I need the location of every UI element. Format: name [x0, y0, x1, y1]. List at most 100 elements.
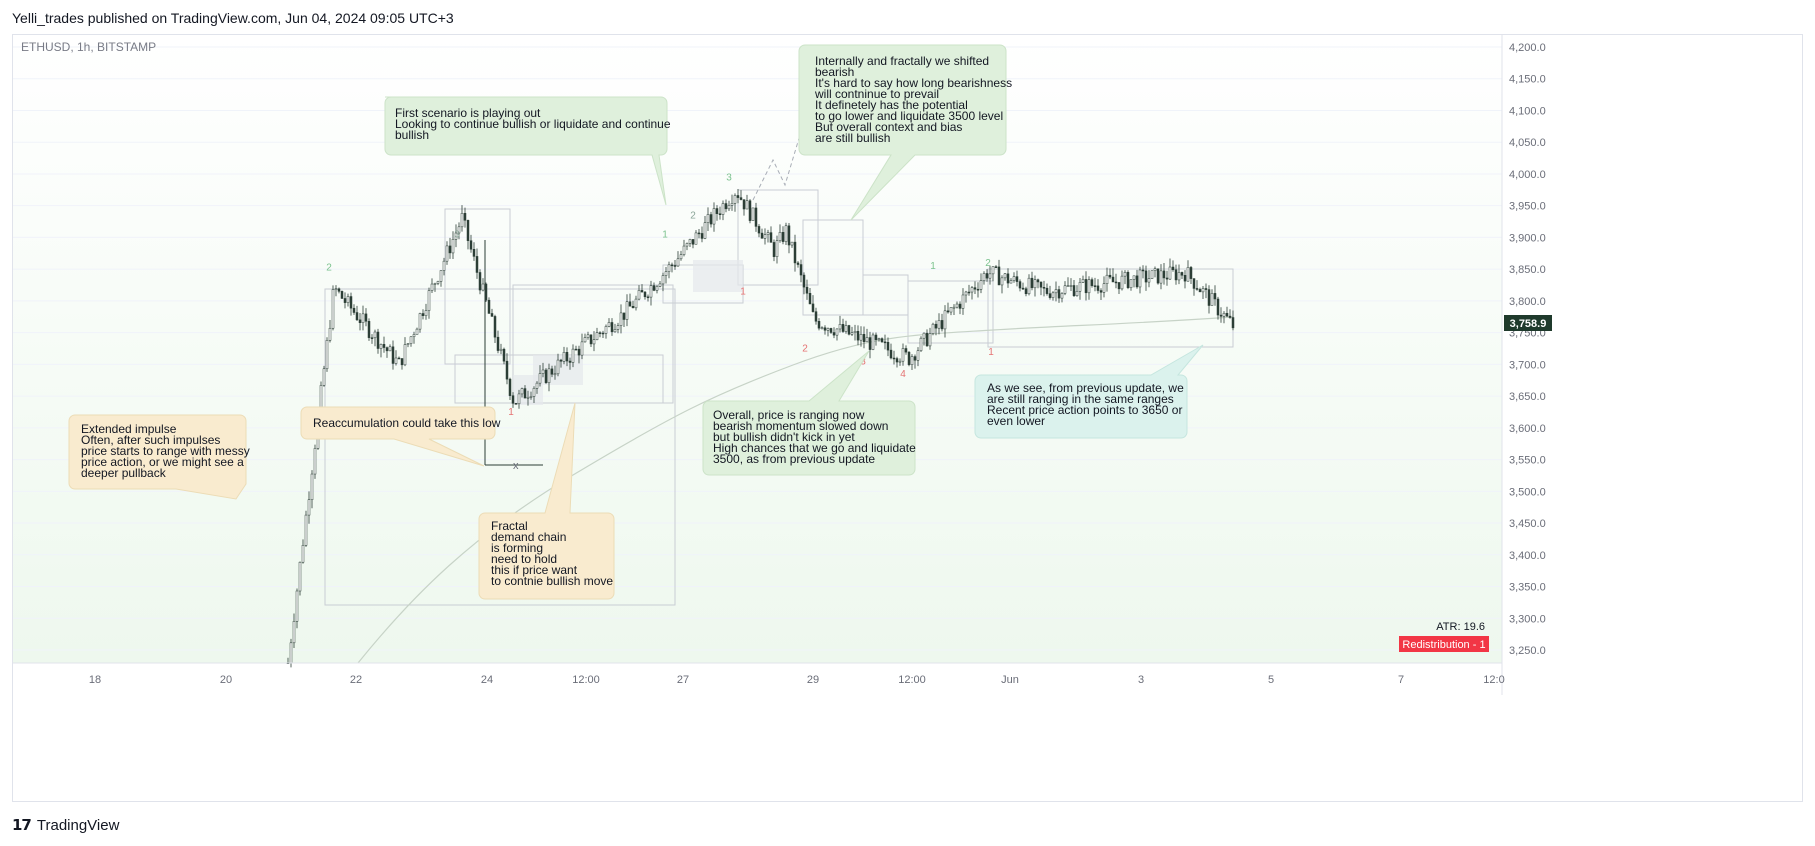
candle [1102, 276, 1106, 298]
note-first-scenario[interactable]: First scenario is playing out Looking to … [384, 96, 671, 206]
note-line: even lower [987, 414, 1045, 428]
candle-body [790, 241, 794, 246]
candle-body [1183, 275, 1187, 282]
candle-body [373, 331, 377, 339]
candle [979, 273, 983, 294]
candle-body [583, 337, 587, 343]
candle-body [952, 306, 956, 309]
price-axis[interactable]: 4,200.0 4,150.0 4,100.0 4,050.0 4,000.0 3,950… [1509, 42, 1546, 657]
candle [412, 331, 416, 344]
candle [1186, 260, 1190, 282]
candle-body [478, 272, 482, 291]
candle [478, 269, 482, 295]
candle-body [1177, 272, 1181, 281]
price-tick-label: 3,400.0 [1509, 550, 1546, 562]
redistribution-badge[interactable] [1399, 636, 1489, 652]
candle-body [1171, 266, 1175, 271]
wave-label: 3 [454, 229, 460, 240]
candle-body [1156, 268, 1160, 284]
candle-body [1138, 269, 1142, 288]
candle [1174, 264, 1178, 285]
candle [1129, 279, 1133, 291]
tradingview-footer[interactable]: 𝟭𝟳 TradingView [12, 816, 119, 835]
price-tick-label: 3,900.0 [1509, 232, 1546, 244]
candle [784, 222, 788, 246]
candle [361, 305, 365, 331]
candle [490, 308, 494, 317]
candle-body [403, 344, 407, 366]
candle-body [337, 288, 341, 292]
note-extended[interactable]: Extended impulse Often, after such impuls… [68, 414, 250, 500]
candle [1000, 275, 1004, 294]
candle-body [1009, 280, 1013, 284]
candle [820, 326, 824, 330]
candle-body [391, 346, 395, 364]
candle [1207, 285, 1211, 314]
candle-body [1228, 315, 1232, 318]
candle-body [553, 373, 557, 376]
time-axis[interactable]: 18 20 22 24 12:00 27 29 12:00 Jun 3 5 7 12:0 [89, 674, 1505, 686]
candle-body [988, 273, 992, 279]
candle [376, 328, 380, 354]
candle-body [985, 273, 989, 279]
time-tick-label: 27 [677, 674, 689, 686]
candle-body [937, 320, 941, 329]
note-line: to go lower and liquidate 3500 level [815, 109, 1003, 123]
note-internally[interactable]: Internally and fractally we shifted beari… [798, 44, 1012, 221]
candle [970, 286, 974, 300]
note-line: price action, or we might see a [81, 455, 244, 469]
candle [739, 190, 743, 201]
candle [1123, 270, 1127, 285]
candle [1105, 267, 1109, 292]
candle [835, 328, 839, 341]
candle-body [556, 359, 560, 375]
candle [793, 234, 797, 272]
candle [559, 358, 563, 368]
candle [550, 365, 554, 378]
shaded-zone [693, 260, 743, 292]
candle [358, 313, 362, 331]
candle [673, 259, 677, 270]
candle-body [475, 256, 479, 273]
candle-body [301, 545, 305, 563]
time-tick-label: 22 [350, 674, 362, 686]
candle [787, 223, 791, 254]
candle-body [721, 203, 725, 215]
candle [796, 261, 800, 268]
note-as-we-see[interactable]: As we see, from previous update, we are s… [974, 344, 1204, 439]
candle [1138, 266, 1142, 294]
candle [595, 327, 599, 341]
candle-body [1201, 288, 1205, 293]
note-overall[interactable]: Overall, price is ranging now bearish mom… [702, 350, 916, 476]
candle-body [1180, 272, 1184, 276]
candle-body [994, 266, 998, 268]
candle [496, 330, 500, 354]
candle-body [715, 208, 719, 214]
candle-body [829, 328, 833, 333]
price-tick-label: 3,850.0 [1509, 264, 1546, 276]
candle-body [778, 232, 782, 242]
candle [379, 343, 383, 358]
candle [472, 242, 476, 261]
candle [556, 353, 560, 377]
candle-body [817, 321, 821, 329]
candle-body [298, 561, 302, 592]
candle-body [979, 280, 983, 290]
candle [1168, 258, 1172, 280]
price-chart[interactable]: x 2 3 1 1 2 3 1 2 3 4 1 2 1 First scenario is playin… [13, 35, 1802, 801]
candle [1147, 270, 1151, 288]
candle [1165, 270, 1169, 286]
candle-body [595, 332, 599, 340]
chart-frame[interactable]: x 2 3 1 1 2 3 1 2 3 4 1 2 1 First scenario is playin… [12, 34, 1803, 802]
candle [697, 228, 701, 239]
note-reaccum[interactable]: Reaccumulation could take this low [300, 406, 501, 467]
note-line: But overall context and bias [815, 120, 962, 134]
note-fractal[interactable]: Fractal demand chain is forming need to hol… [478, 402, 615, 600]
candle [1225, 306, 1229, 318]
candle-body [295, 590, 299, 622]
candle [973, 281, 977, 294]
candle [418, 312, 422, 333]
candle-body [382, 344, 386, 348]
candle-body [346, 296, 350, 303]
time-tick-label: 3 [1138, 674, 1144, 686]
